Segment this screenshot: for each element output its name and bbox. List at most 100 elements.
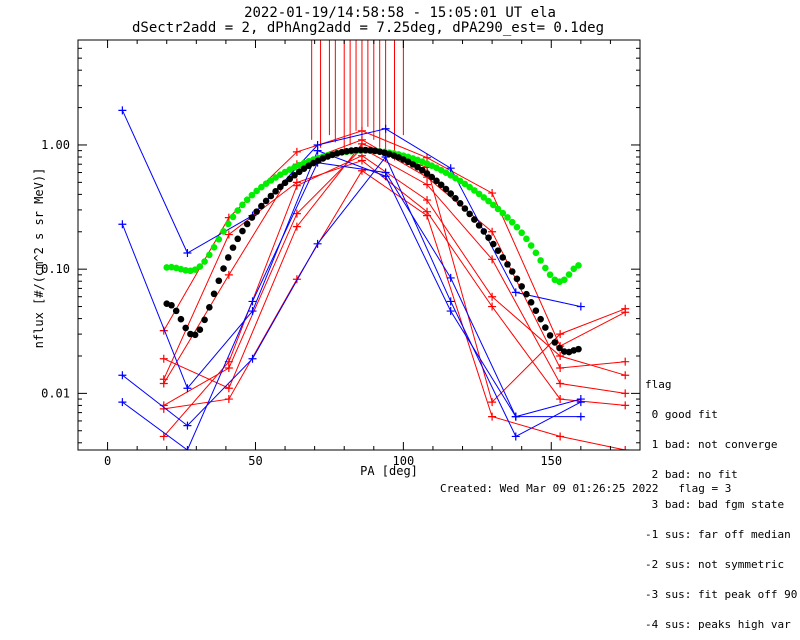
chart-title: 2022-01-19/14:58:58 - 15:05:01 UT ela <box>244 5 556 21</box>
black-fit-point <box>475 222 483 229</box>
red-series-line <box>163 143 626 404</box>
green-fit-point <box>182 267 189 274</box>
flag-value: flag = 3 <box>678 482 732 495</box>
green-fit-point <box>504 214 511 221</box>
red-data-point <box>621 446 630 450</box>
green-fit-point <box>513 223 521 231</box>
black-fit-point <box>248 214 256 221</box>
red-data-point <box>357 139 366 148</box>
red-data-point <box>488 398 497 407</box>
black-fit-point <box>215 277 223 285</box>
red-data-point <box>423 211 432 220</box>
black-fit-point <box>527 299 535 306</box>
black-fit-point <box>224 254 232 261</box>
red-data-point <box>488 412 497 421</box>
green-fit-point <box>480 194 488 201</box>
black-fit-point <box>466 210 473 218</box>
y-tick-label: 1.00 <box>41 138 70 152</box>
green-fit-point <box>575 262 582 269</box>
black-fit-point <box>357 146 365 154</box>
blue-data-point <box>248 354 257 363</box>
flag-legend: flag 0 good fit 1 bad: not converge 2 ba… <box>645 360 797 640</box>
y-axis-label: nflux [#/(cm^2 s sr MeV)] <box>32 168 46 349</box>
black-fit-point <box>220 265 227 272</box>
green-fit-point <box>243 196 251 204</box>
black-fit-point <box>258 202 265 210</box>
black-fit-point <box>267 192 275 200</box>
black-fit-point <box>518 283 525 290</box>
black-fit-point <box>295 168 303 176</box>
blue-data-point <box>576 395 585 404</box>
red-data-point <box>556 364 565 373</box>
green-fit-point <box>518 229 525 237</box>
red-data-point <box>357 166 366 175</box>
pitch-angle-chart: 2022-01-19/14:58:58 - 15:05:01 UT ela dS… <box>32 5 641 478</box>
green-fit-point <box>542 264 549 272</box>
black-fit-point <box>461 205 469 212</box>
legend-item: -1 sus: far off median <box>645 528 791 541</box>
black-fit-point <box>191 331 199 339</box>
black-fit-point <box>532 307 540 314</box>
green-fit-point <box>452 174 459 182</box>
black-fit-point <box>168 301 175 309</box>
blue-data-point <box>248 307 257 316</box>
red-series-line <box>163 130 626 347</box>
black-fit-point <box>348 147 355 154</box>
y-tick-label: 0.01 <box>41 386 70 400</box>
red-data-point <box>423 180 432 189</box>
legend-item: -4 sus: peaks high var <box>645 618 791 631</box>
green-fit-point <box>523 235 530 243</box>
blue-data-point <box>118 398 127 407</box>
red-data-point <box>621 389 630 398</box>
x-tick-label: 50 <box>248 454 262 468</box>
black-fit-point <box>210 290 218 298</box>
blue-series-line <box>122 162 581 450</box>
green-fit-point <box>248 191 256 199</box>
black-fit-point <box>489 240 497 248</box>
green-fit-point <box>494 205 502 213</box>
blue-data-point <box>381 124 390 133</box>
red-data-point <box>357 156 366 165</box>
black-fit-point <box>182 324 189 332</box>
green-fit-point <box>229 213 237 221</box>
blue-data-point <box>183 421 192 430</box>
green-fit-point <box>206 251 213 259</box>
green-fit-point <box>508 218 516 226</box>
black-fit-point <box>281 179 289 187</box>
red-data-point <box>621 357 630 366</box>
green-fit-point <box>485 197 492 205</box>
black-fit-point <box>177 315 185 323</box>
footer: Created: Wed Mar 09 01:26:25 2022 flag =… <box>440 482 731 495</box>
red-data-point <box>488 227 497 236</box>
plot-area <box>118 40 630 450</box>
green-fit-point <box>461 180 469 188</box>
green-fit-point <box>215 236 223 243</box>
black-fit-point <box>452 195 459 202</box>
black-fit-point <box>494 247 502 254</box>
blue-series-line <box>122 156 582 438</box>
green-fit-point <box>546 271 554 279</box>
blue-series-line <box>121 149 581 418</box>
red-data-point <box>224 230 233 239</box>
red-data-point <box>621 401 630 410</box>
black-fit-point <box>229 244 237 251</box>
black-fit-point <box>471 216 478 223</box>
black-fit-point <box>272 188 279 195</box>
black-fit-point <box>414 163 421 171</box>
blue-data-point <box>381 168 390 177</box>
red-data-point <box>556 395 565 404</box>
black-fit-point <box>418 166 426 174</box>
blue-series-line <box>121 110 581 308</box>
black-fit-point <box>253 208 260 215</box>
blue-data-point <box>511 432 520 441</box>
blue-data-point <box>118 220 127 229</box>
red-data-point <box>159 375 168 384</box>
black-fit-point <box>234 235 242 243</box>
black-fit-point <box>542 324 549 331</box>
black-fit-point <box>262 197 270 205</box>
x-tick-label: 150 <box>540 454 562 468</box>
plot-content <box>118 40 630 450</box>
red-data-point <box>357 126 366 135</box>
green-fit-point <box>532 249 540 257</box>
blue-data-point <box>313 239 322 248</box>
